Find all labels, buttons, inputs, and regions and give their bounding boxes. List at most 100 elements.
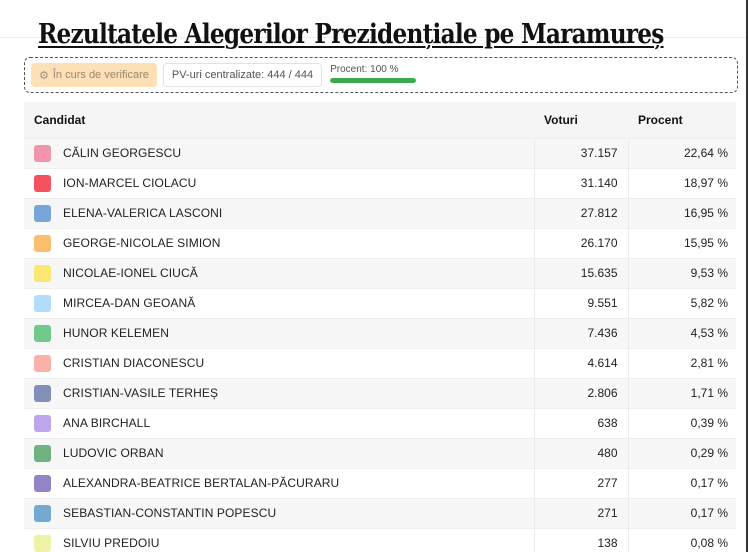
results-table: Candidat Voturi Procent CĂLIN GEORGESCU 3… xyxy=(24,102,736,552)
cell-candidate: HUNOR KELEMEN xyxy=(24,318,534,349)
cell-votes: 271 xyxy=(533,498,629,529)
candidate-wrap: GEORGE-NICOLAE SIMION xyxy=(34,234,524,252)
window-edge xyxy=(746,0,748,552)
header-percent[interactable]: Procent xyxy=(628,102,736,139)
progress-track xyxy=(330,77,417,83)
cell-candidate: ALEXANDRA-BEATRICE BERTALAN-PĂCURARU xyxy=(24,468,534,499)
gear-check-icon: ⚙ xyxy=(39,69,49,82)
cell-votes: 9.551 xyxy=(533,288,629,319)
verification-status-label: În curs de verificare xyxy=(52,69,149,81)
cell-votes: 2.806 xyxy=(533,378,629,409)
cell-candidate: MIRCEA-DAN GEOANĂ xyxy=(24,288,534,319)
color-swatch-icon xyxy=(34,504,51,522)
cell-candidate: SEBASTIAN-CONSTANTIN POPESCU xyxy=(24,498,534,529)
cell-candidate: ANA BIRCHALL xyxy=(24,408,534,439)
cell-votes: 638 xyxy=(533,408,629,439)
cell-percent: 0,17 % xyxy=(628,468,736,499)
color-swatch-icon xyxy=(34,234,51,252)
cell-percent: 22,64 % xyxy=(628,138,736,169)
table-row[interactable]: MIRCEA-DAN GEOANĂ 9.551 5,82 % xyxy=(24,288,736,319)
cell-candidate: CRISTIAN-VASILE TERHEȘ xyxy=(24,378,534,409)
color-swatch-icon xyxy=(34,354,51,372)
cell-votes: 4.614 xyxy=(533,348,629,379)
table-row[interactable]: CĂLIN GEORGESCU 37.157 22,64 % xyxy=(24,138,736,169)
candidate-name: CRISTIAN-VASILE TERHEȘ xyxy=(63,386,219,400)
verification-status-badge: ⚙ În curs de verificare xyxy=(31,63,157,87)
candidate-name: LUDOVIC ORBAN xyxy=(63,446,164,460)
progress-indicator: Procent: 100 % xyxy=(330,63,417,83)
cell-percent: 0,39 % xyxy=(628,408,736,439)
cell-percent: 0,29 % xyxy=(628,438,736,469)
cell-percent: 0,08 % xyxy=(628,528,736,552)
color-swatch-icon xyxy=(34,474,51,492)
table-body: CĂLIN GEORGESCU 37.157 22,64 % ION-MARCEL C… xyxy=(24,138,736,552)
cell-percent: 18,97 % xyxy=(628,168,736,199)
color-swatch-icon xyxy=(34,144,51,162)
cell-percent: 2,81 % xyxy=(628,348,736,379)
candidate-name: NICOLAE-IONEL CIUCĂ xyxy=(63,266,198,280)
color-swatch-icon xyxy=(34,294,51,312)
candidate-name: CĂLIN GEORGESCU xyxy=(63,146,182,160)
table-row[interactable]: CRISTIAN DIACONESCU 4.614 2,81 % xyxy=(24,348,736,379)
candidate-wrap: CRISTIAN DIACONESCU xyxy=(34,354,524,372)
page-title: Rezultatele Alegerilor Prezidențiale pe … xyxy=(38,19,664,50)
candidate-wrap: NICOLAE-IONEL CIUCĂ xyxy=(34,264,524,282)
candidate-name: HUNOR KELEMEN xyxy=(63,326,169,340)
candidate-name: SEBASTIAN-CONSTANTIN POPESCU xyxy=(63,506,277,520)
status-bar: ⚙ În curs de verificare PV-uri centraliz… xyxy=(24,57,738,93)
cell-votes: 26.170 xyxy=(533,228,629,259)
progress-fill xyxy=(330,77,417,83)
color-swatch-icon xyxy=(34,534,51,552)
cell-votes: 277 xyxy=(533,468,629,499)
table-row[interactable]: SILVIU PREDOIU 138 0,08 % xyxy=(24,528,736,552)
cell-percent: 15,95 % xyxy=(628,228,736,259)
top-divider xyxy=(0,37,746,38)
color-swatch-icon xyxy=(34,324,51,342)
cell-percent: 5,82 % xyxy=(628,288,736,319)
cell-percent: 9,53 % xyxy=(628,258,736,289)
cell-percent: 0,17 % xyxy=(628,498,736,529)
candidate-name: ANA BIRCHALL xyxy=(63,416,151,430)
cell-votes: 37.157 xyxy=(533,138,629,169)
table-row[interactable]: NICOLAE-IONEL CIUCĂ 15.635 9,53 % xyxy=(24,258,736,289)
color-swatch-icon xyxy=(34,174,51,192)
candidate-wrap: ELENA-VALERICA LASCONI xyxy=(34,204,524,222)
candidate-name: ELENA-VALERICA LASCONI xyxy=(63,206,223,220)
table-row[interactable]: GEORGE-NICOLAE SIMION 26.170 15,95 % xyxy=(24,228,736,259)
table-row[interactable]: HUNOR KELEMEN 7.436 4,53 % xyxy=(24,318,736,349)
table-row[interactable]: SEBASTIAN-CONSTANTIN POPESCU 271 0,17 % xyxy=(24,498,736,529)
progress-label: Procent: 100 % xyxy=(330,63,399,75)
cell-candidate: CRISTIAN DIACONESCU xyxy=(24,348,534,379)
header-votes[interactable]: Voturi xyxy=(534,102,628,139)
table-row[interactable]: CRISTIAN-VASILE TERHEȘ 2.806 1,71 % xyxy=(24,378,736,409)
candidate-wrap: ALEXANDRA-BEATRICE BERTALAN-PĂCURARU xyxy=(34,474,524,492)
table-row[interactable]: LUDOVIC ORBAN 480 0,29 % xyxy=(24,438,736,469)
candidate-name: CRISTIAN DIACONESCU xyxy=(63,356,205,370)
cell-votes: 15.635 xyxy=(533,258,629,289)
candidate-wrap: CĂLIN GEORGESCU xyxy=(34,144,524,162)
cell-candidate: LUDOVIC ORBAN xyxy=(24,438,534,469)
candidate-wrap: ION-MARCEL CIOLACU xyxy=(34,174,524,192)
header-candidate[interactable]: Candidat xyxy=(24,102,534,139)
color-swatch-icon xyxy=(34,414,51,432)
cell-candidate: ION-MARCEL CIOLACU xyxy=(24,168,534,199)
candidate-name: SILVIU PREDOIU xyxy=(63,536,160,550)
table-row[interactable]: ION-MARCEL CIOLACU 31.140 18,97 % xyxy=(24,168,736,199)
candidate-wrap: CRISTIAN-VASILE TERHEȘ xyxy=(34,384,524,402)
candidate-wrap: LUDOVIC ORBAN xyxy=(34,444,524,462)
cell-votes: 480 xyxy=(533,438,629,469)
table-row[interactable]: ALEXANDRA-BEATRICE BERTALAN-PĂCURARU 277 0… xyxy=(24,468,736,499)
candidate-name: MIRCEA-DAN GEOANĂ xyxy=(63,296,196,310)
table-row[interactable]: ELENA-VALERICA LASCONI 27.812 16,95 % xyxy=(24,198,736,229)
cell-candidate: NICOLAE-IONEL CIUCĂ xyxy=(24,258,534,289)
color-swatch-icon xyxy=(34,444,51,462)
cell-percent: 16,95 % xyxy=(628,198,736,229)
color-swatch-icon xyxy=(34,204,51,222)
cell-percent: 1,71 % xyxy=(628,378,736,409)
table-row[interactable]: ANA BIRCHALL 638 0,39 % xyxy=(24,408,736,439)
table-header-row: Candidat Voturi Procent xyxy=(24,102,736,139)
color-swatch-icon xyxy=(34,384,51,402)
cell-votes: 31.140 xyxy=(533,168,629,199)
color-swatch-icon xyxy=(34,264,51,282)
